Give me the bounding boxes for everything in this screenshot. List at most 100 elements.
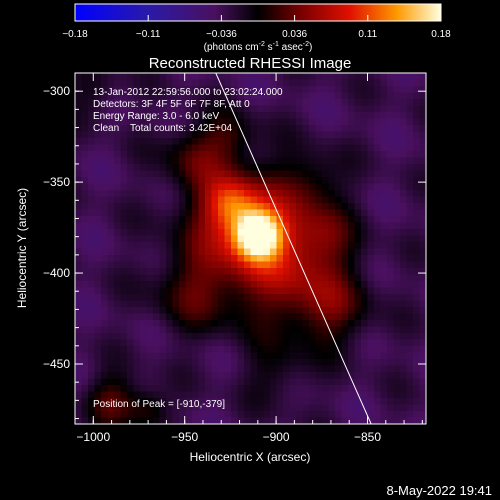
heatmap-cell [283, 112, 291, 120]
heatmap-cell [250, 157, 258, 165]
heatmap-cell [140, 268, 148, 276]
heatmap-cell [172, 300, 180, 308]
heatmap-cell [198, 398, 206, 406]
heatmap-cell [413, 378, 421, 386]
heatmap-cell [263, 391, 271, 399]
heatmap-cell [75, 242, 83, 250]
heatmap-cell [335, 92, 343, 100]
heatmap-cell [335, 287, 343, 295]
heatmap-cell [133, 170, 141, 178]
heatmap-cell [419, 73, 426, 81]
heatmap-cell [166, 216, 174, 224]
heatmap-cell [172, 378, 180, 386]
heatmap-cell [166, 404, 174, 412]
heatmap-cell [146, 196, 154, 204]
heatmap-cell [205, 346, 213, 354]
heatmap-cell [231, 209, 239, 217]
heatmap-cell [250, 242, 258, 250]
heatmap-cell [406, 86, 414, 94]
heatmap-cell [322, 79, 330, 87]
heatmap-cell [335, 281, 343, 289]
heatmap-cell [81, 385, 89, 393]
heatmap-cell [114, 378, 122, 386]
heatmap-cell [289, 391, 297, 399]
heatmap-cell [270, 300, 278, 308]
heatmap-cell [302, 294, 310, 302]
heatmap-cell [263, 131, 271, 139]
heatmap-cell [302, 196, 310, 204]
heatmap-cell [81, 177, 89, 185]
heatmap-cell [146, 268, 154, 276]
heatmap-cell [75, 216, 83, 224]
heatmap-cell [159, 352, 167, 360]
heatmap-cell [328, 131, 336, 139]
heatmap-cell [179, 300, 187, 308]
heatmap-cell [380, 183, 388, 191]
heatmap-cell [257, 203, 265, 211]
heatmap-cell [315, 209, 323, 217]
heatmap-cell [419, 209, 426, 217]
heatmap-cell [374, 326, 382, 334]
heatmap-cell [146, 209, 154, 217]
heatmap-cell [361, 86, 369, 94]
heatmap-cell [400, 203, 408, 211]
heatmap-cell [380, 372, 388, 380]
x-tick-label: −950 [171, 430, 198, 444]
heatmap-cell [289, 105, 297, 113]
heatmap-cell [185, 131, 193, 139]
heatmap-cell [283, 281, 291, 289]
heatmap-cell [75, 326, 83, 334]
heatmap-cell [179, 183, 187, 191]
heatmap-cell [263, 378, 271, 386]
heatmap-cell [75, 365, 83, 373]
heatmap-cell [133, 157, 141, 165]
heatmap-cell [335, 261, 343, 269]
heatmap-cell [211, 261, 219, 269]
heatmap-cell [101, 118, 109, 126]
heatmap-cell [107, 144, 115, 152]
heatmap-cell [159, 411, 167, 419]
heatmap-cell [393, 183, 401, 191]
heatmap-cell [231, 164, 239, 172]
heatmap-cell [237, 196, 245, 204]
heatmap-cell [263, 99, 271, 107]
heatmap-cell [114, 157, 122, 165]
heatmap-cell [127, 365, 135, 373]
heatmap-cell [244, 398, 252, 406]
heatmap-cell [263, 242, 271, 250]
heatmap-cell [348, 411, 356, 419]
heatmap-cell [393, 326, 401, 334]
heatmap-cell [244, 196, 252, 204]
heatmap-cell [127, 268, 135, 276]
heatmap-cell [315, 99, 323, 107]
heatmap-cell [133, 131, 141, 139]
heatmap-cell [114, 144, 122, 152]
heatmap-cell [367, 255, 375, 263]
heatmap-cell [328, 385, 336, 393]
heatmap-cell [94, 339, 102, 347]
heatmap-cell [205, 125, 213, 133]
heatmap-cell [94, 131, 102, 139]
heatmap-cell [283, 326, 291, 334]
heatmap-cell [374, 79, 382, 87]
heatmap-cell [211, 209, 219, 217]
heatmap-cell [354, 216, 362, 224]
heatmap-cell [335, 144, 343, 152]
heatmap-cell [400, 378, 408, 386]
heatmap-cell [198, 112, 206, 120]
heatmap-cell [406, 222, 414, 230]
heatmap-cell [192, 346, 200, 354]
heatmap-cell [361, 235, 369, 243]
heatmap-cell [335, 326, 343, 334]
heatmap-cell [205, 333, 213, 341]
heatmap-cell [276, 261, 284, 269]
heatmap-cell [159, 385, 167, 393]
heatmap-cell [88, 99, 96, 107]
heatmap-cell [322, 378, 330, 386]
heatmap-cell [257, 242, 265, 250]
heatmap-cell [276, 118, 284, 126]
heatmap-cell [367, 235, 375, 243]
heatmap-cell [374, 170, 382, 178]
heatmap-cell [250, 73, 258, 81]
heatmap-cell [146, 73, 154, 81]
